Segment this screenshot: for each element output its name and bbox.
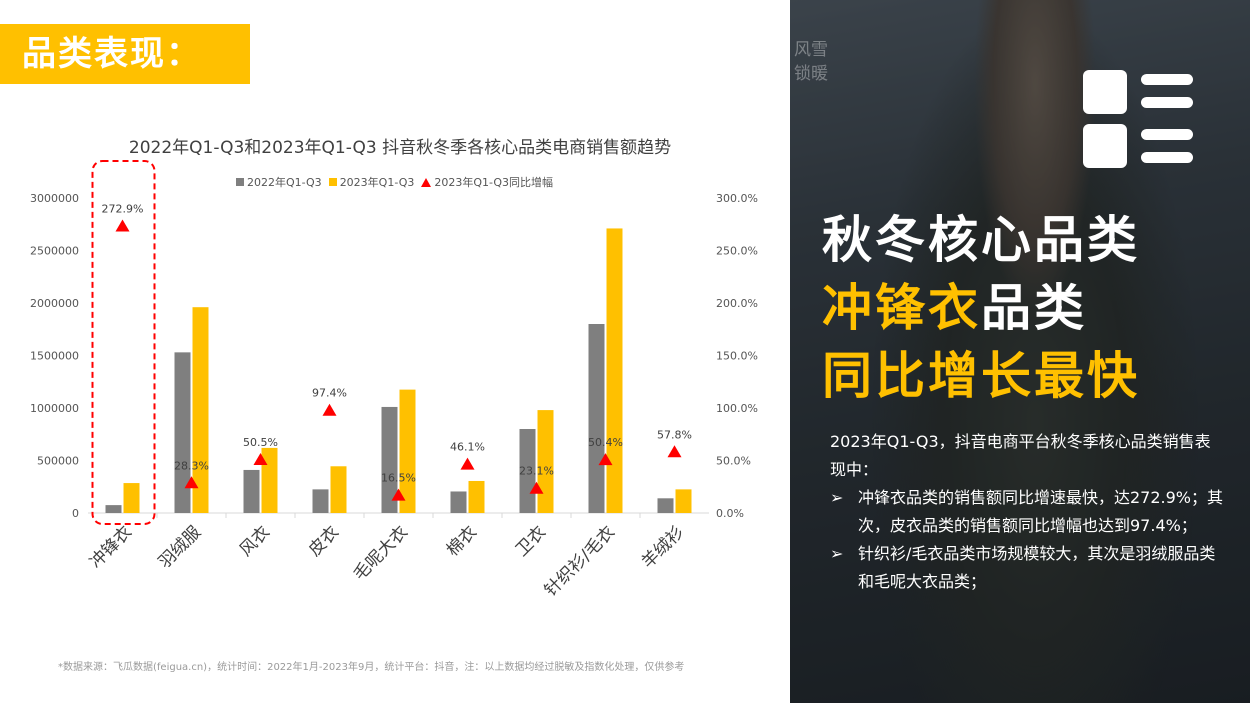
bar-2022 bbox=[312, 489, 329, 513]
category-label: 风衣 bbox=[236, 522, 274, 560]
y-right-tick-label: 0.0% bbox=[716, 507, 744, 520]
bullet-arrow-icon: ➢ bbox=[830, 544, 844, 563]
right-panel: 风雪 锁暖 秋冬核心品类 冲锋衣品类 同比增长最快 2023年Q1-Q3，抖音电… bbox=[790, 0, 1250, 703]
chart-plot: 0 500000 1000000 1500000 2000000 2500000 30000… bbox=[30, 160, 758, 601]
bar-2023 bbox=[606, 228, 623, 513]
description-bullet: ➢ 针织衫/毛衣品类市场规模较大，其次是羽绒服品类和毛呢大衣品类； bbox=[830, 540, 1225, 596]
y-right-tick-label: 200.0% bbox=[716, 297, 758, 310]
legend-item-2022: 2022年Q1-Q3 bbox=[236, 174, 322, 190]
y-left-tick-label: 1000000 bbox=[30, 402, 79, 415]
category-label: 毛呢大衣 bbox=[350, 522, 412, 584]
y-left-tick-label: 3000000 bbox=[30, 192, 79, 205]
category-label: 卫衣 bbox=[512, 522, 550, 560]
y-left-tick-label: 2000000 bbox=[30, 297, 79, 310]
bar-2023 bbox=[261, 447, 278, 513]
yoy-data-label: 46.1% bbox=[450, 441, 485, 454]
bullet-arrow-icon: ➢ bbox=[830, 488, 844, 507]
yoy-data-label: 50.5% bbox=[243, 436, 278, 449]
bar-2023 bbox=[468, 480, 485, 513]
yoy-data-label: 97.4% bbox=[312, 387, 347, 400]
headline-rest: 品类 bbox=[981, 279, 1087, 337]
description: 2023年Q1-Q3，抖音电商平台秋冬季核心品类销售表现中： ➢ 冲锋衣品类的销… bbox=[830, 428, 1225, 596]
yoy-triangle-marker bbox=[529, 481, 544, 494]
yoy-triangle-marker bbox=[322, 403, 337, 416]
background-text-line: 锁暖 bbox=[794, 64, 828, 84]
bar-2023 bbox=[675, 489, 692, 513]
description-bullet: ➢ 冲锋衣品类的销售额同比增速最快，达272.9%；其次，皮衣品类的销售额同比增… bbox=[830, 484, 1225, 540]
legend-item-yoy: 2023年Q1-Q3同比增幅 bbox=[421, 174, 553, 190]
yoy-data-label: 272.9% bbox=[102, 202, 144, 215]
yoy-triangle-marker bbox=[184, 476, 199, 489]
highlight-box bbox=[91, 160, 156, 525]
headline-line-3: 同比增长最快 bbox=[822, 336, 1140, 408]
yoy-data-label: 16.5% bbox=[381, 472, 416, 485]
bullet-text: 针织衫/毛衣品类市场规模较大，其次是羽绒服品类和毛呢大衣品类； bbox=[858, 544, 1216, 591]
bar-2023 bbox=[330, 466, 347, 513]
headline-line-1: 秋冬核心品类 bbox=[822, 211, 1140, 269]
y-right-tick-label: 50.0% bbox=[716, 455, 751, 468]
y-left-tick-label: 2500000 bbox=[30, 245, 79, 258]
legend-label-2022: 2022年Q1-Q3 bbox=[247, 176, 322, 189]
y-right-tick-label: 250.0% bbox=[716, 245, 758, 258]
bar-2023 bbox=[399, 389, 416, 513]
bar-2023 bbox=[192, 307, 209, 513]
y-left-tick-label: 500000 bbox=[37, 455, 79, 468]
yoy-data-label: 28.3% bbox=[174, 459, 209, 472]
yoy-triangle-marker bbox=[253, 452, 268, 465]
category-label: 冲锋衣 bbox=[86, 522, 136, 572]
legend-triangle-icon bbox=[421, 177, 432, 187]
yoy-triangle-marker bbox=[115, 219, 130, 232]
bar-2023 bbox=[123, 483, 140, 513]
category-label: 针织衫/毛衣 bbox=[541, 522, 619, 600]
yoy-triangle-marker bbox=[598, 453, 613, 466]
yoy-triangle-marker bbox=[391, 488, 406, 501]
legend-swatch-2023 bbox=[328, 178, 337, 186]
logo-icon bbox=[1083, 70, 1195, 168]
background-photo bbox=[870, 0, 1200, 703]
bar-2022 bbox=[105, 505, 122, 513]
chart-title: 2022年Q1-Q3和2023年Q1-Q3 抖音秋冬季各核心品类电商销售额趋势 bbox=[128, 138, 672, 158]
yoy-data-label: 50.4% bbox=[588, 436, 623, 449]
footnote: *数据来源：飞瓜数据(feigua.cn)，统计时间：2022年1月-2023年… bbox=[58, 662, 685, 673]
bullet-text: 冲锋衣品类的销售额同比增速最快，达272.9%；其次，皮衣品类的销售额同比增幅也… bbox=[858, 488, 1224, 535]
headline-line-2: 冲锋衣品类 bbox=[822, 268, 1087, 340]
legend-label-2023: 2023年Q1-Q3 bbox=[339, 176, 415, 189]
bar-2022 bbox=[381, 406, 398, 513]
category-label: 棉衣 bbox=[443, 522, 481, 560]
bar-2023 bbox=[537, 410, 554, 513]
description-intro: 2023年Q1-Q3，抖音电商平台秋冬季核心品类销售表现中： bbox=[830, 432, 1211, 479]
bar-2022 bbox=[588, 324, 605, 513]
legend-label-yoy: 2023年Q1-Q3同比增幅 bbox=[434, 176, 554, 189]
legend-item-2023: 2023年Q1-Q3 bbox=[328, 174, 415, 190]
background-text-line: 风雪 bbox=[794, 40, 828, 60]
chart-legend: 2022年Q1-Q3 2023年Q1-Q3 2023年Q1-Q3同比增幅 bbox=[236, 174, 555, 190]
headline-accent: 同比增长最快 bbox=[822, 347, 1140, 405]
yoy-data-label: 23.1% bbox=[519, 465, 554, 478]
background-overlay bbox=[790, 0, 1250, 703]
bar-2022 bbox=[174, 352, 191, 513]
background-text: 风雪 锁暖 bbox=[794, 38, 828, 86]
yoy-triangle-marker bbox=[460, 457, 475, 470]
yoy-triangle-marker bbox=[667, 445, 682, 458]
bar-2022 bbox=[450, 491, 467, 513]
left-panel: 品类表现： 2022年Q1-Q3和2023年Q1-Q3 抖音秋冬季各核心品类电商… bbox=[0, 24, 758, 673]
section-title: 品类表现： bbox=[0, 24, 250, 84]
bar-2022 bbox=[243, 469, 260, 513]
y-right-tick-label: 150.0% bbox=[716, 350, 758, 363]
category-label: 皮衣 bbox=[305, 522, 343, 560]
y-right-tick-label: 100.0% bbox=[716, 402, 758, 415]
headline-accent: 冲锋衣 bbox=[822, 279, 981, 337]
y-right-tick-label: 300.0% bbox=[716, 192, 758, 205]
legend-swatch-2022 bbox=[236, 178, 244, 186]
category-label: 羊绒衫 bbox=[638, 522, 688, 572]
category-label: 羽绒服 bbox=[155, 522, 205, 572]
bar-2022 bbox=[657, 498, 674, 513]
y-left-tick-label: 0 bbox=[72, 507, 79, 520]
yoy-data-label: 57.8% bbox=[657, 428, 692, 441]
y-left-tick-label: 1500000 bbox=[30, 350, 79, 363]
